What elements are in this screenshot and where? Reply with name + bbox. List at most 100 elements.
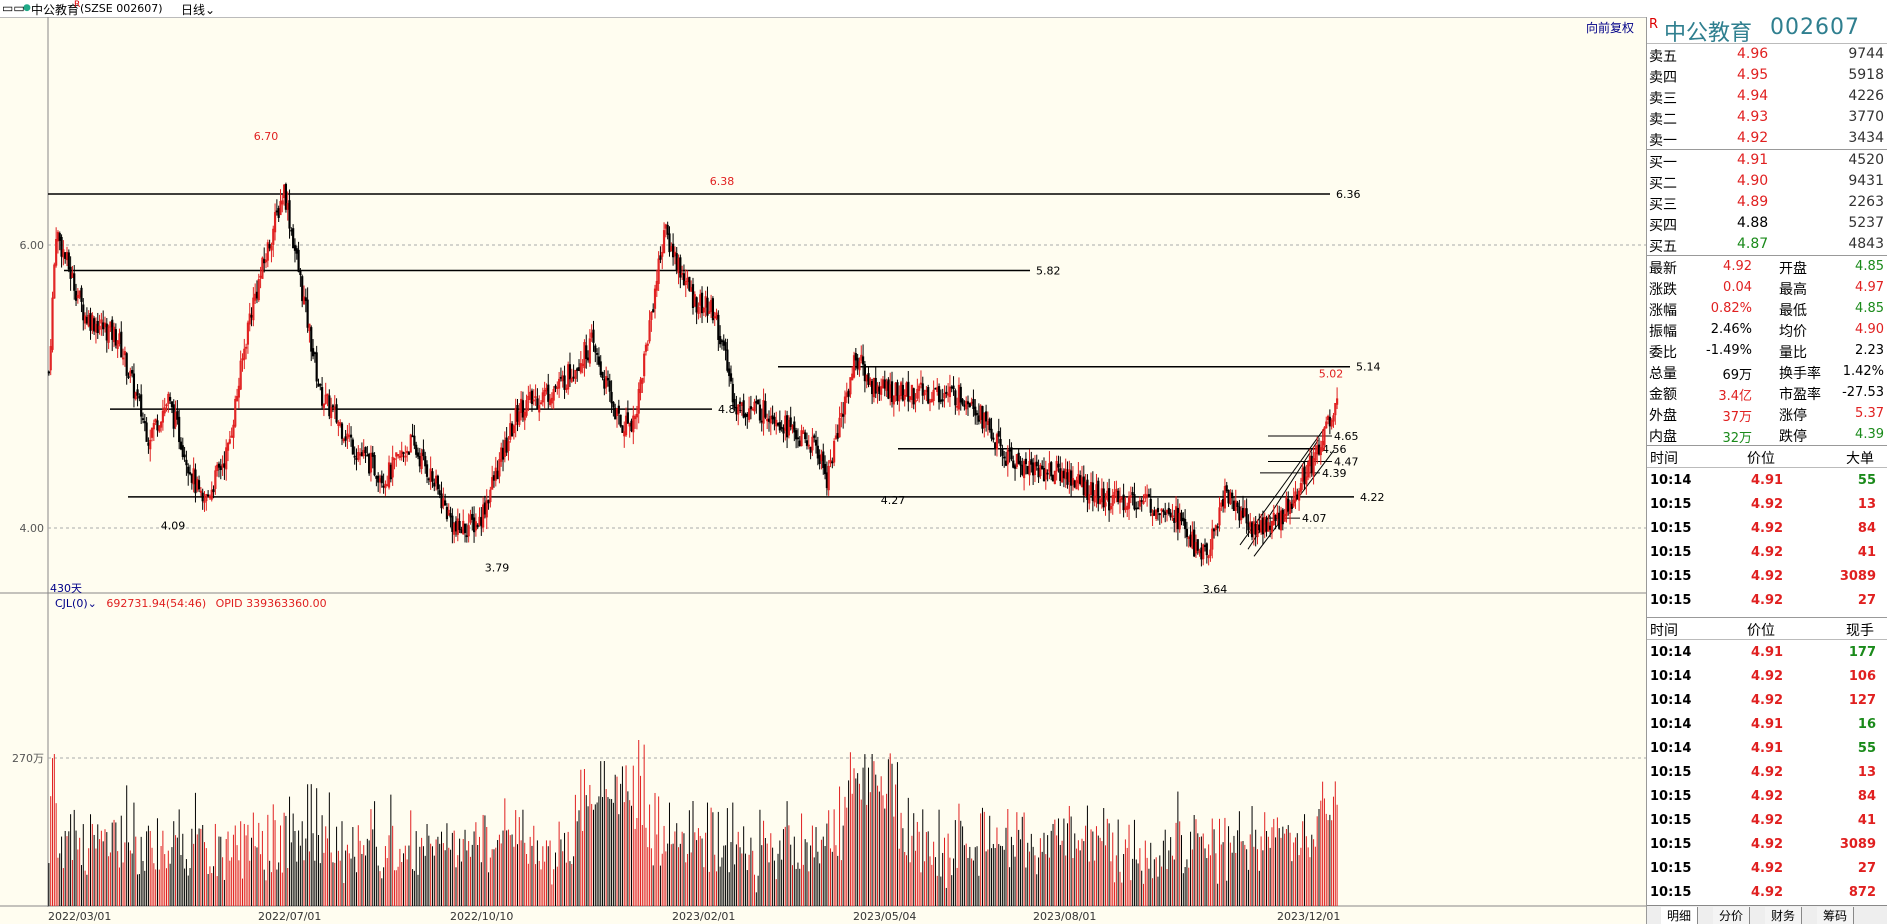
trade-row[interactable]: 10:15 4.92 872 xyxy=(1647,880,1887,904)
big-order-list[interactable]: 10:14 4.91 55 10:15 4.92 13 10:15 4.92 84 10:15 4.… xyxy=(1647,468,1887,612)
trade-row[interactable]: 10:15 4.92 84 xyxy=(1647,784,1887,808)
quote-row: 委比 -1.49% 量比 2.23 xyxy=(1647,340,1887,361)
trade-row[interactable]: 10:14 4.92 127 xyxy=(1647,688,1887,712)
trade-row[interactable]: 10:14 4.92 106 xyxy=(1647,664,1887,688)
candle-body xyxy=(1155,509,1158,519)
candle-body xyxy=(326,393,329,396)
trade-row[interactable]: 10:14 4.91 55 xyxy=(1647,468,1887,492)
trade-row[interactable]: 10:15 4.92 41 xyxy=(1647,808,1887,832)
trade-row[interactable]: 10:15 4.92 13 xyxy=(1647,760,1887,784)
trade-row[interactable]: 10:15 4.92 41 xyxy=(1647,540,1887,564)
candle-body xyxy=(744,413,747,418)
trade-price: 4.92 xyxy=(1751,765,1784,780)
candle-body xyxy=(293,245,297,251)
candle-body xyxy=(934,387,937,390)
trade-row[interactable]: 10:15 4.92 13 xyxy=(1647,492,1887,516)
tick-list[interactable]: 10:14 4.91 177 10:14 4.92 106 10:14 4.92 127 10:1… xyxy=(1647,640,1887,904)
candle-body xyxy=(1234,500,1237,511)
candle-body xyxy=(548,399,552,405)
trade-row[interactable]: 10:15 4.92 3089 xyxy=(1647,564,1887,588)
ask-row[interactable]: 卖四 4.95 5918 xyxy=(1647,65,1887,86)
bid-row[interactable]: 买四 4.88 5237 xyxy=(1647,213,1887,234)
bid-row[interactable]: 买二 4.90 9431 xyxy=(1647,171,1887,192)
candle-body xyxy=(664,224,667,229)
ask-row[interactable]: 卖一 4.92 3434 xyxy=(1647,128,1887,149)
trade-row[interactable]: 10:14 4.91 177 xyxy=(1647,640,1887,664)
candle-body xyxy=(163,407,166,414)
quote-value: 4.97 xyxy=(1855,280,1884,295)
trade-volume: 27 xyxy=(1857,861,1876,876)
ask-row[interactable]: 卖二 4.93 3770 xyxy=(1647,107,1887,128)
candle-body xyxy=(874,377,877,394)
quote-label: 换手率 xyxy=(1779,366,1821,382)
candle-body xyxy=(1075,480,1078,490)
candle-body xyxy=(431,471,434,482)
panel-tab[interactable]: 筹码 xyxy=(1817,907,1855,924)
candle-body xyxy=(150,427,154,438)
candle-body xyxy=(871,381,874,395)
trade-price: 4.92 xyxy=(1751,669,1784,684)
trade-row[interactable]: 10:15 4.92 84 xyxy=(1647,516,1887,540)
ask-row[interactable]: 卖三 4.94 4226 xyxy=(1647,86,1887,107)
trade-row[interactable]: 10:15 4.92 27 xyxy=(1647,588,1887,612)
candle-body xyxy=(760,420,763,423)
bid-row[interactable]: 买一 4.91 4520 xyxy=(1647,150,1887,171)
chart-area[interactable]: 6.00 4.00 270万 2022/03/01 2022/07/01 2022/10/… xyxy=(0,17,1646,924)
candle-body xyxy=(1149,498,1152,513)
quote-label: 涨幅 xyxy=(1649,303,1677,319)
candle-body xyxy=(726,349,729,371)
trade-row[interactable]: 10:15 4.92 3089 xyxy=(1647,832,1887,856)
quote-panel: R 中公教育 002607 卖五 4.96 9744 卖四 4.95 5918 卖三 4.94… xyxy=(1646,17,1887,924)
candle-body xyxy=(317,383,320,387)
order-price: 4.92 xyxy=(1737,130,1769,146)
kline-chart[interactable]: 6.00 4.00 270万 2022/03/01 2022/07/01 2022/10/… xyxy=(0,17,1646,924)
candle-body xyxy=(1050,462,1053,477)
candle-body xyxy=(988,418,991,431)
candle-body xyxy=(521,400,525,418)
candle-body xyxy=(252,297,255,321)
candle-body xyxy=(132,373,136,399)
window-menu-icon[interactable]: ▭▭ xyxy=(2,1,25,15)
candle-body xyxy=(433,482,436,487)
candle-body xyxy=(82,304,85,321)
candle-body xyxy=(1048,463,1051,472)
candle-body xyxy=(391,456,394,478)
candle-body xyxy=(96,320,99,334)
trough-label: 4.09 xyxy=(161,519,186,532)
panel-tab[interactable]: 明细 xyxy=(1661,907,1699,924)
trade-row[interactable]: 10:15 4.92 27 xyxy=(1647,856,1887,880)
candle-body xyxy=(286,203,289,210)
period-label: 日线 xyxy=(181,3,206,17)
order-level-label: 卖二 xyxy=(1649,112,1677,128)
trade-row[interactable]: 10:14 4.91 16 xyxy=(1647,712,1887,736)
quote-value: -27.53 xyxy=(1842,385,1884,400)
panel-tab[interactable]: 财务 xyxy=(1765,907,1803,924)
trade-time: 10:15 xyxy=(1650,545,1692,560)
panel-tab[interactable]: 分价 xyxy=(1713,907,1751,924)
candle-body xyxy=(670,246,673,252)
candle-body xyxy=(574,369,577,379)
candle-body xyxy=(109,321,112,328)
candle-body xyxy=(610,391,613,404)
candle-body xyxy=(1272,512,1275,525)
candle-body xyxy=(149,439,152,450)
bid-row[interactable]: 买三 4.89 2263 xyxy=(1647,192,1887,213)
trade-row[interactable]: 10:14 4.91 55 xyxy=(1647,736,1887,760)
quote-value: 4.90 xyxy=(1855,322,1884,337)
time-axis-label: 2023/02/01 xyxy=(672,910,735,923)
adjust-mode-button[interactable]: 向前复权 xyxy=(1586,21,1635,35)
trade-price: 4.92 xyxy=(1751,593,1784,608)
candle-body xyxy=(903,394,906,400)
candle-body xyxy=(1312,458,1315,476)
volume-indicator-bar: CJL(0)⌄ 692731.94(54:46) OPID 339363360.… xyxy=(55,597,327,610)
indicator-selector[interactable]: CJL(0)⌄ xyxy=(55,597,97,610)
candle-body xyxy=(205,494,208,502)
candle-body xyxy=(138,396,141,399)
candle-body xyxy=(1084,481,1087,496)
bid-row[interactable]: 买五 4.87 4843 xyxy=(1647,234,1887,255)
ask-row[interactable]: 卖五 4.96 9744 xyxy=(1647,44,1887,65)
candle-body xyxy=(386,484,389,487)
trade-price: 4.91 xyxy=(1751,741,1784,756)
candle-body xyxy=(480,517,483,527)
period-selector[interactable]: 日线⌄ xyxy=(181,1,215,18)
